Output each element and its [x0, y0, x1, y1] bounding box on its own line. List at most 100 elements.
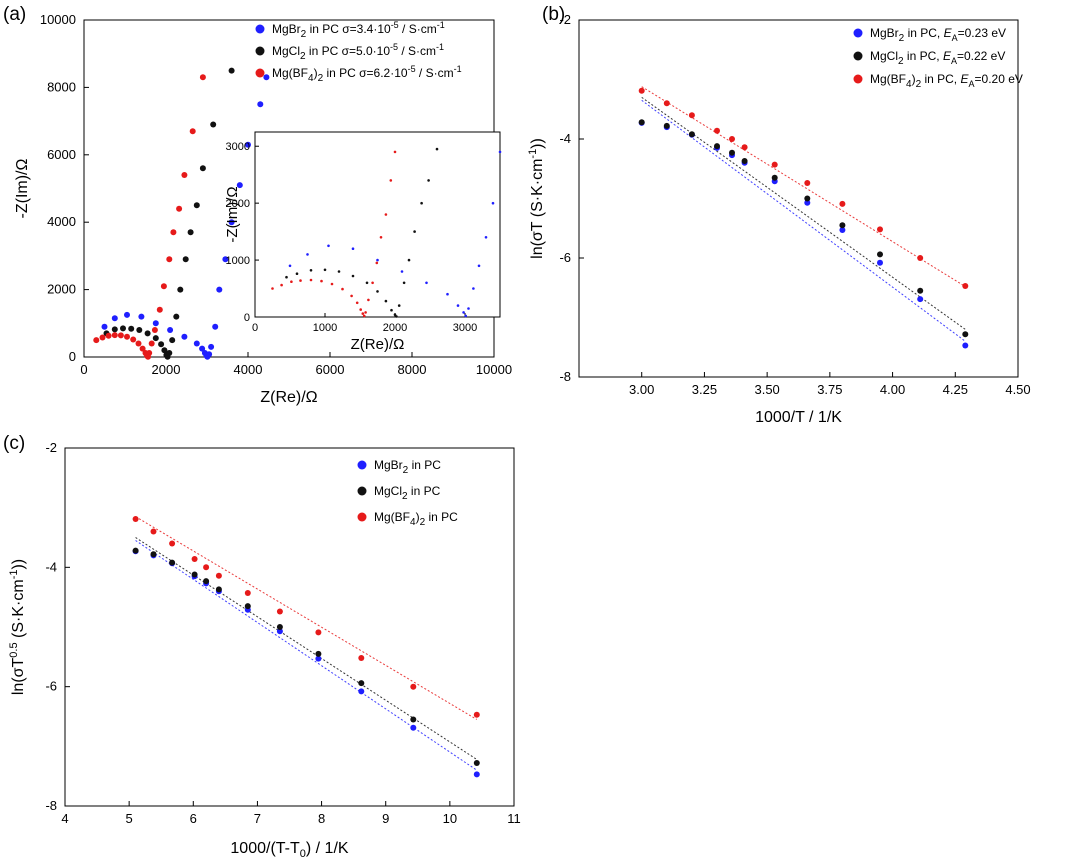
- text-span: 2: [916, 79, 922, 90]
- x-tick-label: 6: [190, 811, 197, 826]
- data-point: [364, 311, 367, 314]
- data-point: [151, 327, 158, 333]
- x-tick-label: 1000: [313, 322, 337, 334]
- x-tick-label: 10: [443, 811, 457, 826]
- data-point: [359, 308, 363, 311]
- data-point: [473, 711, 480, 718]
- legend-label: MgBr2 in PC σ=3.4·10-5 / S·cm-1: [272, 20, 445, 40]
- data-point: [99, 334, 106, 341]
- x-tick-label: 10000: [476, 362, 512, 377]
- y-axis-label: ln(σT0.5 (S·K·cm-1)): [8, 559, 27, 695]
- x-tick-label: 5: [126, 811, 133, 826]
- legend-label: Mg(BF4)2 in PC σ=6.2·10-5 / S·cm-1: [272, 64, 462, 84]
- data-point: [93, 337, 100, 344]
- data-point: [105, 332, 112, 339]
- text-span: in PC,: [904, 26, 943, 40]
- data-point: [111, 332, 118, 339]
- x-tick-label: 3.00: [629, 382, 654, 397]
- text-span: ln(σT: [10, 657, 27, 695]
- data-point: [714, 143, 720, 150]
- data-point: [276, 624, 283, 630]
- text-span: 2: [403, 465, 409, 476]
- text-span: ): [314, 66, 318, 80]
- data-point: [156, 306, 163, 313]
- data-point: [257, 101, 264, 108]
- text-span: -1: [436, 42, 444, 52]
- panel-label: (c): [3, 433, 25, 454]
- data-point: [280, 283, 283, 287]
- data-point: [663, 100, 670, 107]
- legend-label: MgCl2 in PC: [374, 484, 441, 502]
- y-tick-label: 2000: [47, 282, 76, 297]
- data-point: [285, 275, 288, 279]
- data-point: [215, 572, 222, 579]
- y-axis-label: ln(σT (S·K·cm-1)): [527, 138, 546, 259]
- data-point: [484, 236, 488, 239]
- data-point: [276, 628, 283, 635]
- legend-marker: [255, 68, 265, 78]
- text-span: ) / 1/K: [306, 840, 349, 857]
- plot-frame: [64, 447, 515, 807]
- data-point: [877, 251, 883, 258]
- text-span: 2: [899, 33, 905, 44]
- data-point: [309, 278, 313, 282]
- data-point: [315, 655, 322, 662]
- text-span: 0: [300, 848, 306, 860]
- x-tick-label: 4: [61, 811, 68, 826]
- data-point: [741, 158, 748, 164]
- panel-label: (b): [542, 4, 565, 25]
- legend-marker: [357, 460, 367, 470]
- y-tick-label: 2000: [226, 198, 250, 210]
- data-point: [146, 350, 153, 356]
- data-point: [397, 304, 401, 307]
- x-tick-label: 7: [254, 811, 261, 826]
- data-point: [358, 688, 365, 695]
- data-point: [111, 315, 118, 322]
- data-point: [839, 227, 846, 233]
- data-point: [160, 283, 167, 290]
- data-point: [139, 345, 146, 352]
- text-span: in PC σ=6.2·10: [323, 66, 408, 80]
- text-span: 0.5: [8, 642, 20, 657]
- data-point: [295, 272, 299, 276]
- data-point: [362, 314, 366, 318]
- data-point: [638, 87, 645, 94]
- series: [132, 547, 480, 766]
- x-tick-label: 0: [80, 362, 87, 377]
- data-point: [136, 327, 143, 333]
- data-point: [191, 571, 198, 578]
- text-span: -1: [454, 64, 462, 74]
- data-point: [917, 287, 924, 294]
- data-point: [688, 131, 695, 138]
- data-point: [446, 292, 449, 296]
- data-point: [161, 347, 168, 354]
- data-point: [128, 325, 135, 332]
- data-point: [491, 201, 495, 205]
- legend-label: Mg(BF4)2 in PC: [374, 510, 458, 528]
- y-tick-label: 0: [69, 349, 76, 364]
- inset-plot: 0 1000 2000 3000 0 1000 2000 3000 Z(Re)/Ω -Z(Im)/…: [224, 131, 502, 353]
- data-point: [462, 311, 465, 314]
- data-point: [804, 180, 811, 186]
- data-point: [228, 67, 235, 74]
- data-point: [208, 343, 215, 350]
- x-tick-label: 8000: [398, 362, 427, 377]
- data-point: [320, 279, 323, 283]
- series: [638, 119, 969, 349]
- x-tick-label: 0: [252, 322, 258, 334]
- x-tick-label: 4000: [234, 362, 263, 377]
- panel-a: (a)0 2000 4000 6000 8000 10000020004000600080…: [3, 4, 512, 406]
- data-point: [384, 299, 388, 303]
- x-tick-label: 4.00: [880, 382, 905, 397]
- data-point: [152, 335, 159, 342]
- text-span: -5: [408, 64, 416, 74]
- data-point: [170, 229, 177, 236]
- data-point: [288, 264, 292, 268]
- data-point: [355, 301, 359, 305]
- data-point: [425, 281, 428, 285]
- x-tick-label: 6000: [316, 362, 345, 377]
- text-span: =0.22 eV: [957, 49, 1005, 63]
- data-point: [729, 136, 735, 142]
- x-tick-label: 2000: [383, 322, 407, 334]
